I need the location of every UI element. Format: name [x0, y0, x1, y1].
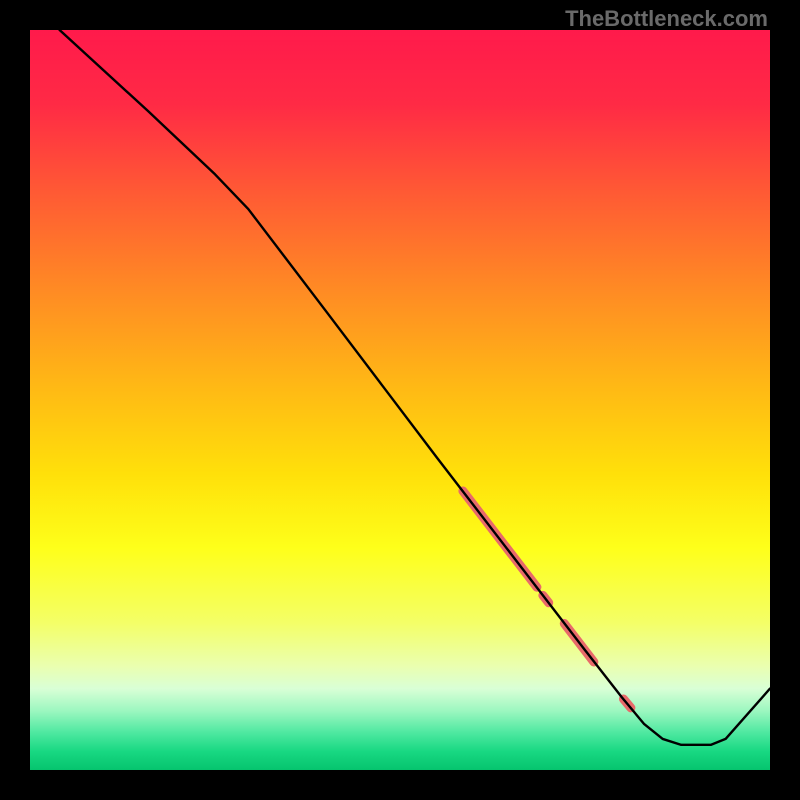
watermark-text: TheBottleneck.com: [565, 6, 768, 32]
chart-frame: TheBottleneck.com: [0, 0, 800, 800]
plot-area: [30, 30, 770, 770]
curve-layer: [30, 30, 770, 770]
main-curve: [60, 30, 770, 745]
